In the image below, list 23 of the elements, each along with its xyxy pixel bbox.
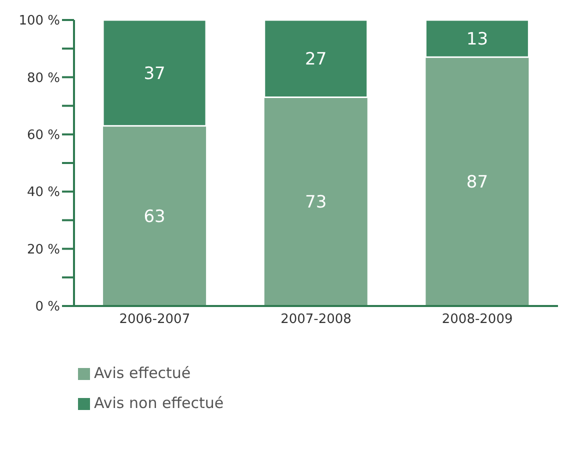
legend-label: Avis effectué xyxy=(94,364,191,382)
y-tick-label: 0 % xyxy=(35,300,60,315)
y-tick-label: 100 % xyxy=(18,14,60,29)
x-tick-label: 2008-2009 xyxy=(442,312,513,328)
bar xyxy=(426,57,529,306)
data-label: 87 xyxy=(466,172,488,193)
bar xyxy=(103,126,206,306)
y-tick-label: 40 % xyxy=(26,185,60,200)
data-label: 13 xyxy=(466,30,488,50)
bar xyxy=(102,20,207,127)
data-label: 27 xyxy=(305,50,327,70)
data-label: 63 xyxy=(144,206,166,227)
legend-label: Avis non effectué xyxy=(94,394,224,412)
data-label: 37 xyxy=(144,64,166,84)
bar xyxy=(264,97,368,306)
x-tick-label: 2007-2008 xyxy=(280,312,352,328)
data-label: 73 xyxy=(305,192,327,213)
bar xyxy=(424,20,530,58)
bar xyxy=(264,20,368,98)
x-tick-label: 2006-2007 xyxy=(119,312,190,328)
y-tick-label: 60 % xyxy=(26,128,60,144)
y-tick-label: 20 % xyxy=(26,242,60,258)
y-tick-label: 80 % xyxy=(26,70,60,86)
